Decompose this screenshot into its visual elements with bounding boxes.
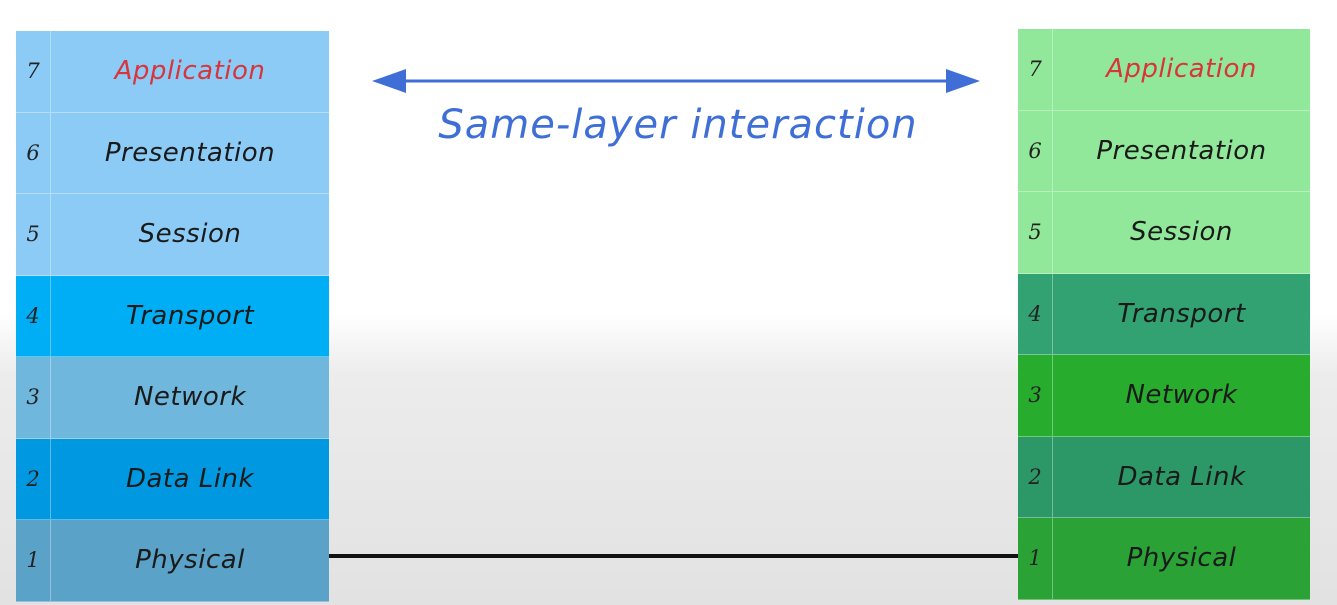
- layer-name: Application: [1106, 54, 1257, 85]
- osi-stack-left: 7 Application 6 Presentation 5 Session 4…: [16, 31, 329, 602]
- layer-name: Physical: [135, 545, 245, 576]
- layer-name: Presentation: [104, 137, 276, 168]
- layer-4-right: 4 Transport: [1018, 273, 1310, 355]
- layer-number: 1: [1018, 518, 1053, 599]
- layer-7-left: 7 Application: [16, 31, 329, 113]
- layer-number: 1: [16, 520, 51, 601]
- layer-name: Data Link: [1117, 461, 1246, 492]
- double-arrow-icon: [372, 69, 980, 93]
- layer-5-right: 5 Session: [1018, 192, 1310, 274]
- layer-number: 2: [1018, 436, 1053, 517]
- layer-name: Network: [133, 382, 247, 413]
- layer-name: Data Link: [125, 463, 255, 494]
- layer-name: Network: [1125, 380, 1238, 411]
- layer-6-left: 6 Presentation: [16, 112, 329, 194]
- layer-number: 3: [1018, 355, 1053, 436]
- layer-3-right: 3 Network: [1018, 355, 1310, 437]
- layer-number: 6: [16, 112, 51, 193]
- layer-4-left: 4 Transport: [16, 275, 329, 357]
- layer-name: Application: [114, 56, 266, 87]
- layer-6-right: 6 Presentation: [1018, 110, 1310, 192]
- layer-5-left: 5 Session: [16, 194, 329, 276]
- layer-name: Session: [138, 219, 242, 250]
- layer-number: 7: [16, 31, 51, 112]
- osi-stack-right: 7 Application 6 Presentation 5 Session 4…: [1018, 29, 1310, 600]
- layer-number: 5: [1018, 192, 1053, 273]
- layer-3-left: 3 Network: [16, 357, 329, 439]
- layer-number: 4: [1018, 273, 1053, 354]
- physical-link-line: [329, 554, 1018, 558]
- layer-number: 5: [16, 194, 51, 275]
- layer-number: 6: [1018, 110, 1053, 191]
- layer-name: Session: [1130, 217, 1233, 248]
- layer-name: Presentation: [1096, 135, 1267, 166]
- layer-1-right: 1 Physical: [1018, 518, 1310, 600]
- layer-number: 2: [16, 438, 51, 519]
- layer-2-right: 2 Data Link: [1018, 436, 1310, 518]
- layer-7-right: 7 Application: [1018, 29, 1310, 111]
- layer-name: Physical: [1126, 543, 1237, 574]
- layer-name: Transport: [1117, 298, 1246, 329]
- layer-name: Transport: [125, 300, 255, 331]
- same-layer-caption: Same-layer interaction: [438, 102, 918, 148]
- layer-2-left: 2 Data Link: [16, 438, 329, 520]
- layer-number: 3: [16, 357, 51, 438]
- layer-number: 4: [16, 275, 51, 356]
- layer-1-left: 1 Physical: [16, 520, 329, 602]
- layer-number: 7: [1018, 29, 1053, 110]
